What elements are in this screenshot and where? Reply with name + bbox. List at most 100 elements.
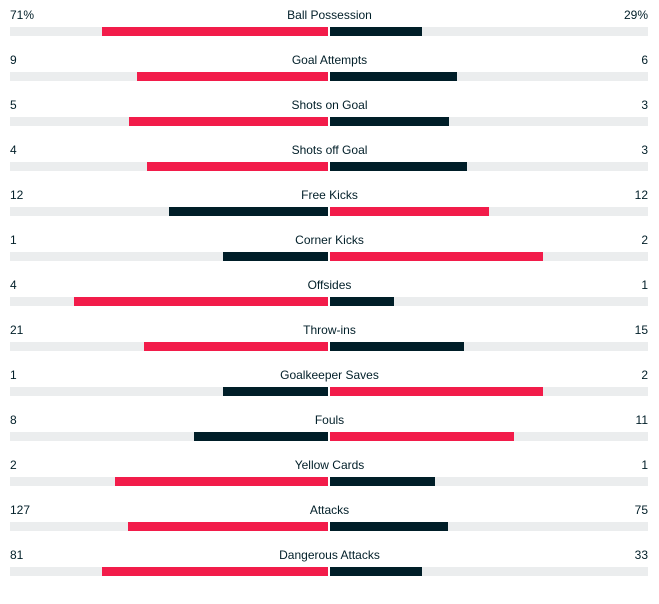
away-bar (330, 117, 450, 126)
home-value: 4 (10, 278, 17, 292)
home-bar-track (10, 342, 328, 351)
away-value: 6 (641, 53, 648, 67)
stat-row-throw-ins: 21 Throw-ins 15 (0, 315, 659, 360)
home-bar-track (10, 117, 328, 126)
away-value: 3 (641, 98, 648, 112)
away-bar-track (330, 207, 648, 216)
stat-label: Shots off Goal (291, 143, 368, 157)
home-bar (129, 117, 328, 126)
away-bar-track (330, 117, 648, 126)
home-bar (194, 432, 328, 441)
away-bar-track (330, 567, 648, 576)
away-bar (330, 72, 458, 81)
away-value: 12 (634, 188, 648, 202)
away-bar-track (330, 387, 648, 396)
away-value: 2 (641, 233, 648, 247)
stat-label: Throw-ins (303, 323, 356, 337)
stat-row-free-kicks: 12 Free Kicks 12 (0, 180, 659, 225)
home-value: 21 (10, 323, 24, 337)
away-bar (330, 162, 467, 171)
away-bar (330, 387, 544, 396)
away-bar (330, 297, 394, 306)
stat-row-goal-attempts: 9 Goal Attempts 6 (0, 45, 659, 90)
away-bar-track (330, 27, 648, 36)
stat-row-yellow-cards: 2 Yellow Cards 1 (0, 450, 659, 495)
home-bar (114, 477, 328, 486)
away-bar-track (330, 297, 648, 306)
home-bar-track (10, 252, 328, 261)
home-value: 1 (10, 233, 17, 247)
home-bar (127, 522, 328, 531)
home-bar (223, 387, 328, 396)
home-bar-track (10, 162, 328, 171)
stat-row-fouls: 8 Fouls 11 (0, 405, 659, 450)
away-bar-track (330, 342, 648, 351)
away-value: 2 (641, 368, 648, 382)
away-value: 75 (634, 503, 648, 517)
stat-row-dangerous-attacks: 81 Dangerous Attacks 33 (0, 540, 659, 585)
home-value: 71% (10, 8, 35, 22)
stat-label: Yellow Cards (294, 458, 365, 472)
home-bar (102, 27, 328, 36)
away-bar-track (330, 477, 648, 486)
home-value: 2 (10, 458, 17, 472)
away-bar-track (330, 522, 648, 531)
stat-row-corner-kicks: 1 Corner Kicks 2 (0, 225, 659, 270)
away-bar-track (330, 432, 648, 441)
home-value: 12 (10, 188, 24, 202)
home-value: 81 (10, 548, 24, 562)
stat-label: Free Kicks (301, 188, 358, 202)
away-bar (330, 522, 448, 531)
home-bar (169, 207, 328, 216)
away-bar (330, 432, 515, 441)
home-bar-track (10, 72, 328, 81)
away-bar (330, 27, 423, 36)
stat-label: Ball Possession (287, 8, 372, 22)
stat-label: Fouls (314, 413, 345, 427)
home-bar-track (10, 207, 328, 216)
away-value: 33 (634, 548, 648, 562)
home-bar (137, 72, 328, 81)
home-value: 8 (10, 413, 17, 427)
away-bar-track (330, 72, 648, 81)
away-value: 15 (634, 323, 648, 337)
home-bar (146, 162, 328, 171)
home-bar (223, 252, 328, 261)
stat-label: Goal Attempts (291, 53, 368, 67)
stat-label: Goalkeeper Saves (280, 368, 379, 382)
away-value: 3 (641, 143, 648, 157)
away-bar-track (330, 252, 648, 261)
home-bar (73, 297, 328, 306)
home-value: 5 (10, 98, 17, 112)
home-bar-track (10, 477, 328, 486)
stat-row-goalkeeper-saves: 1 Goalkeeper Saves 2 (0, 360, 659, 405)
home-bar-track (10, 27, 328, 36)
stat-row-offsides: 4 Offsides 1 (0, 270, 659, 315)
stat-label: Corner Kicks (295, 233, 364, 247)
away-value: 11 (635, 413, 648, 427)
home-value: 1 (10, 368, 17, 382)
stat-label: Shots on Goal (291, 98, 368, 112)
stat-label: Offsides (307, 278, 352, 292)
stat-row-shots-on-goal: 5 Shots on Goal 3 (0, 90, 659, 135)
away-value: 29% (623, 8, 648, 22)
home-bar-track (10, 387, 328, 396)
home-value: 127 (10, 503, 31, 517)
stat-row-shots-off-goal: 4 Shots off Goal 3 (0, 135, 659, 180)
stat-label: Attacks (309, 503, 350, 517)
stat-label: Dangerous Attacks (279, 548, 380, 562)
home-bar-track (10, 567, 328, 576)
away-value: 1 (641, 458, 648, 472)
home-value: 4 (10, 143, 17, 157)
home-value: 9 (10, 53, 17, 67)
away-bar (330, 252, 544, 261)
away-bar (330, 567, 423, 576)
away-bar (330, 207, 489, 216)
home-bar-track (10, 432, 328, 441)
away-bar (330, 477, 435, 486)
stat-row-attacks: 127 Attacks 75 (0, 495, 659, 540)
home-bar (143, 342, 328, 351)
away-bar (330, 342, 464, 351)
home-bar-track (10, 522, 328, 531)
